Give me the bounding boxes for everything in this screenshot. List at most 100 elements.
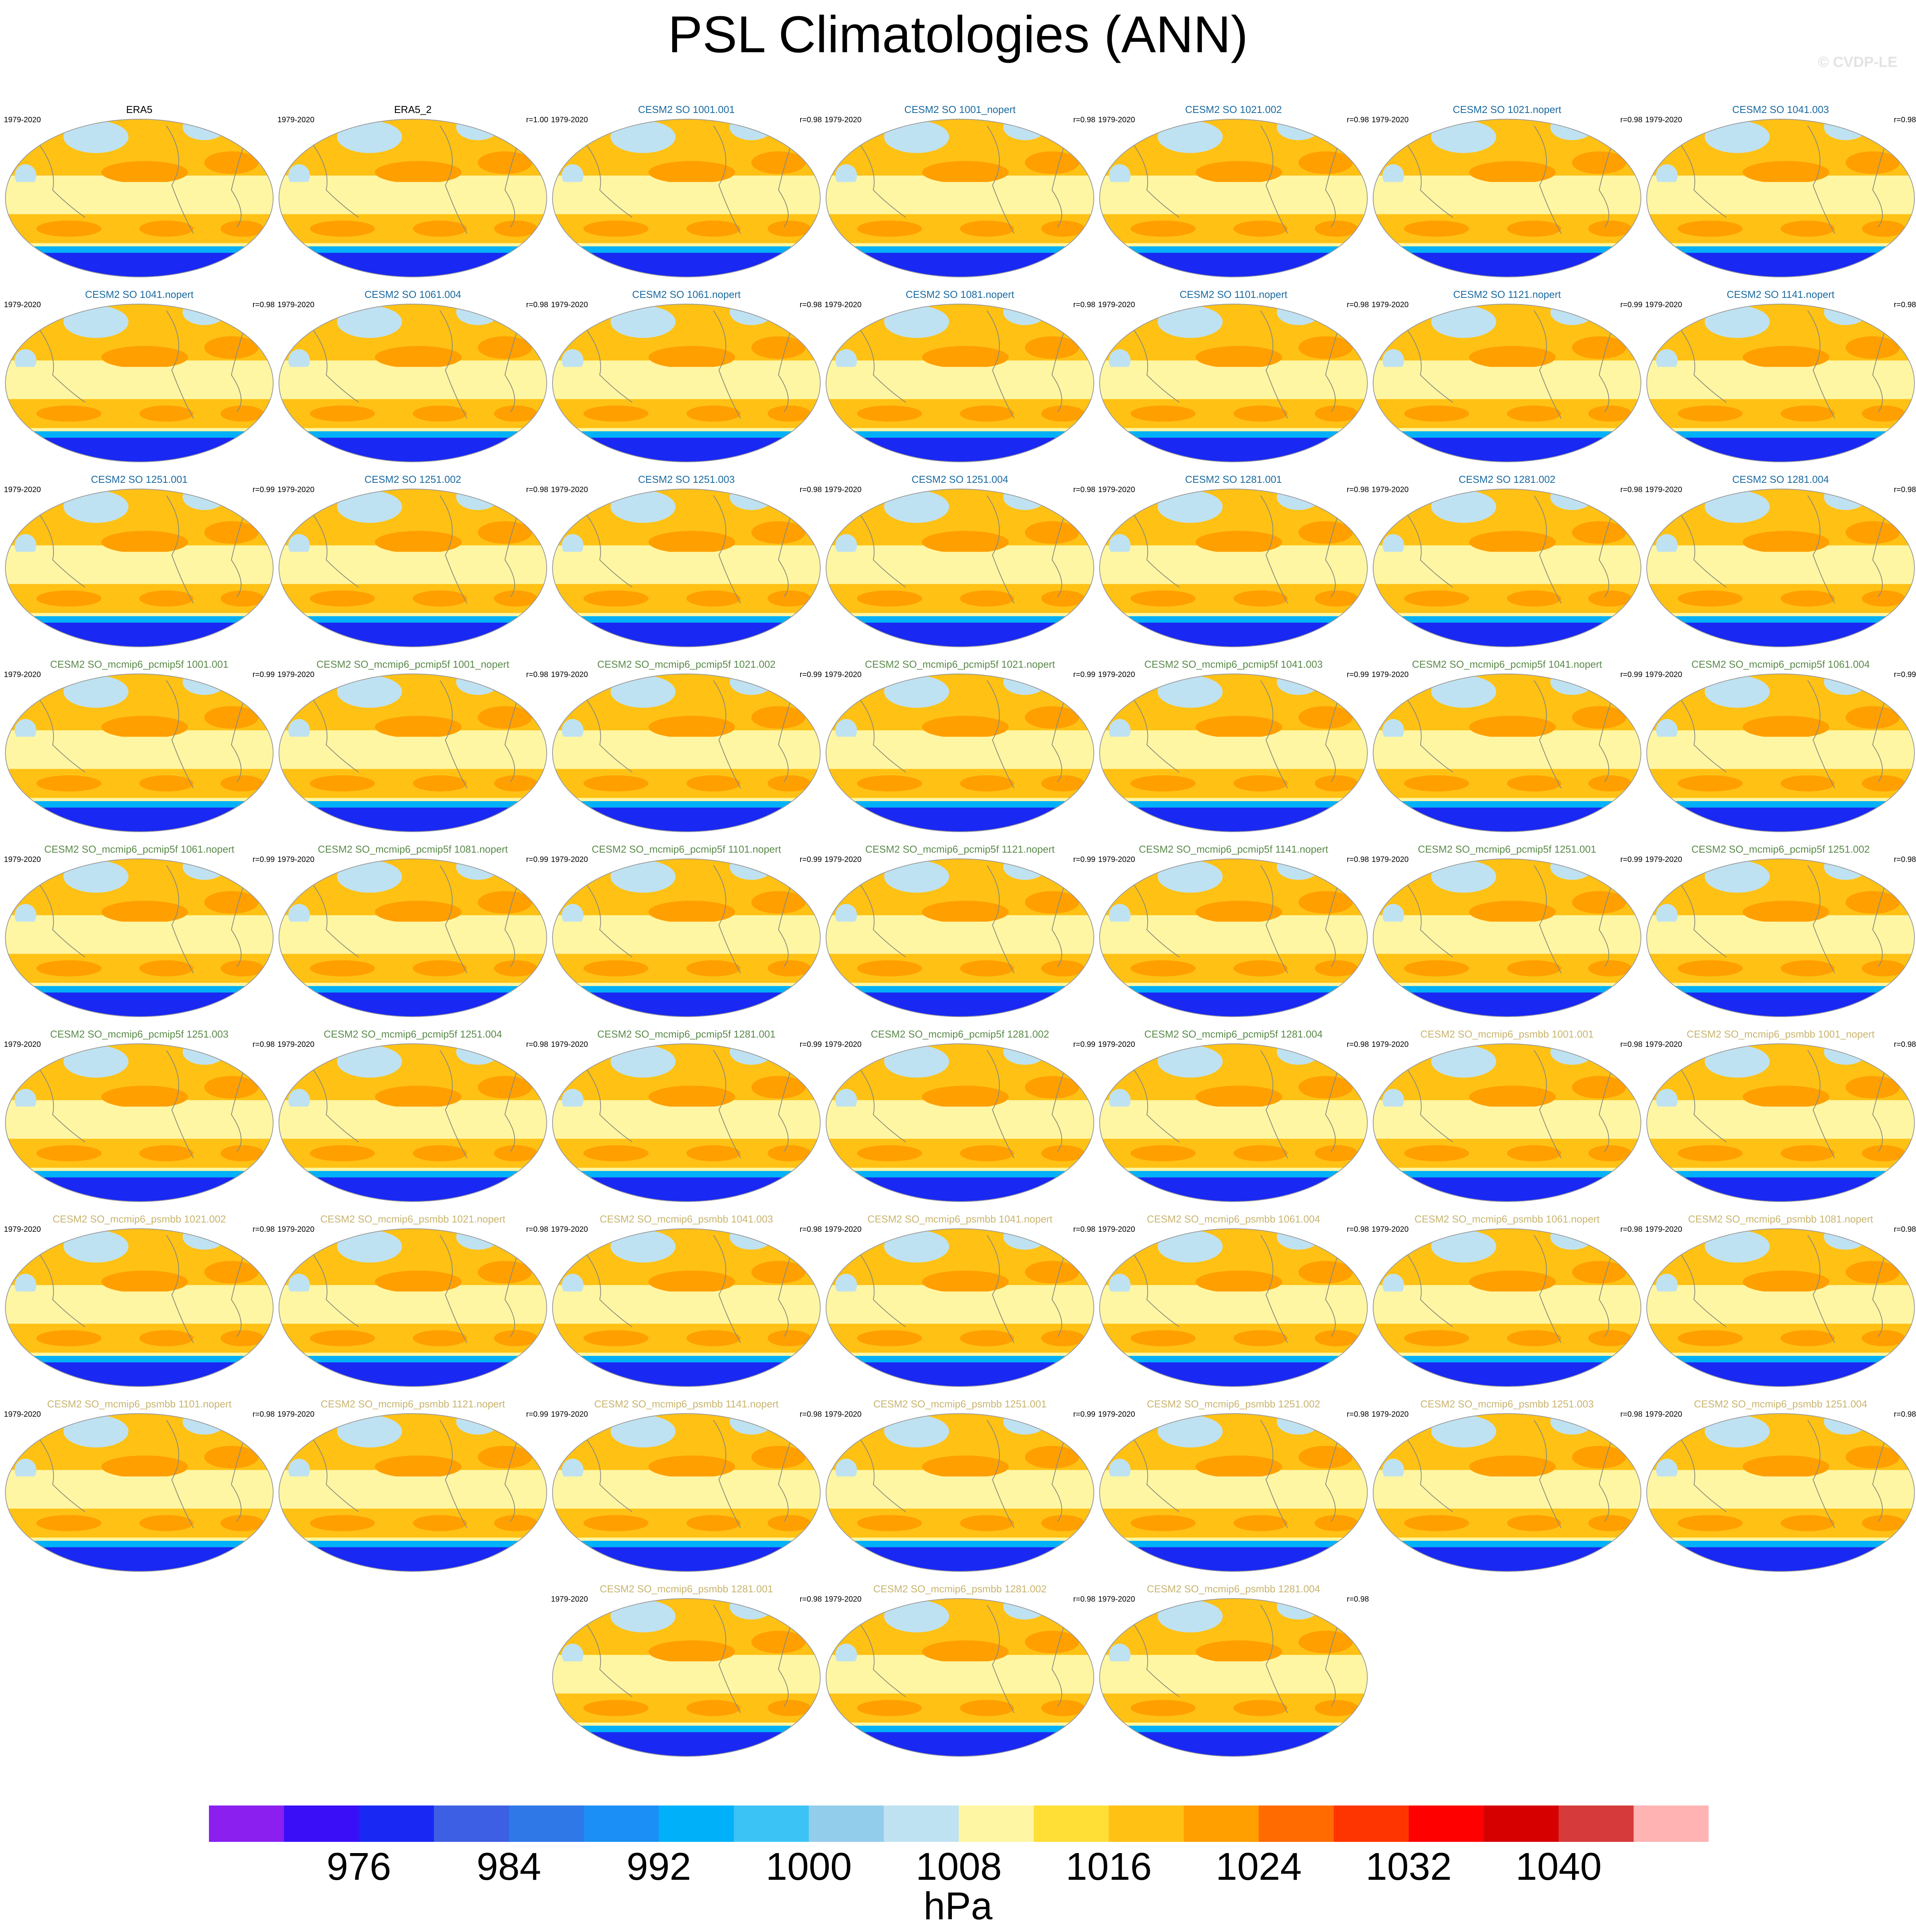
panel-correlation: r=0.99 xyxy=(799,1040,822,1049)
colorbar-segment xyxy=(884,1805,959,1842)
panel-correlation: r=0.98 xyxy=(526,1040,548,1049)
colorbar-segment xyxy=(1033,1805,1109,1842)
panel-title: CESM2 SO_mcmip6_pcmip5f 1251.004 xyxy=(323,1028,502,1040)
panel-correlation: r=0.98 xyxy=(799,1595,822,1604)
map-panel: CESM2 SO_mcmip6_psmbb 1251.002 1979-2020 r… xyxy=(1098,1398,1369,1576)
panel-correlation: r=0.98 xyxy=(1073,486,1095,494)
panel-years: 1979-2020 xyxy=(1098,486,1135,494)
psl-map xyxy=(1646,489,1915,647)
map-panel: CESM2 SO_mcmip6_psmbb 1061.nopert 1979-20… xyxy=(1372,1213,1642,1391)
credit-watermark: © CVDP-LE xyxy=(1818,54,1897,70)
panel-years: 1979-2020 xyxy=(825,301,862,309)
panel-years: 1979-2020 xyxy=(825,1040,862,1049)
panel-correlation: r=0.99 xyxy=(252,486,275,494)
colorbar-tick-label: 992 xyxy=(626,1845,691,1888)
map-panel: CESM2 SO_mcmip6_pcmip5f 1281.004 1979-202… xyxy=(1098,1028,1369,1206)
panel-title: CESM2 SO 1101.nopert xyxy=(1179,289,1288,300)
colorbar-segment xyxy=(284,1805,359,1842)
colorbar-segment xyxy=(659,1805,734,1842)
panel-title: CESM2 SO 1251.002 xyxy=(364,474,462,485)
colorbar-segment xyxy=(359,1805,434,1842)
panel-years: 1979-2020 xyxy=(825,670,862,679)
panel-years: 1979-2020 xyxy=(1098,855,1135,864)
map-panel: CESM2 SO_mcmip6_psmbb 1101.nopert 1979-20… xyxy=(4,1398,275,1576)
panel-years: 1979-2020 xyxy=(1098,1410,1135,1419)
map-panel: CESM2 SO_mcmip6_pcmip5f 1141.nopert 1979-… xyxy=(1098,843,1369,1021)
panel-title: CESM2 SO 1141.nopert xyxy=(1726,289,1835,300)
panel-correlation: r=0.98 xyxy=(799,1410,822,1419)
panel-title: CESM2 SO_mcmip6_psmbb 1021.002 xyxy=(52,1213,226,1225)
panel-years: 1979-2020 xyxy=(825,855,862,864)
psl-map xyxy=(279,674,547,832)
panel-title: CESM2 SO_mcmip6_pcmip5f 1101.nopert xyxy=(592,843,781,855)
psl-map xyxy=(1099,1413,1368,1572)
panel-title: CESM2 SO_mcmip6_pcmip5f 1021.nopert xyxy=(865,658,1055,670)
panel-correlation: r=0.98 xyxy=(252,1225,275,1234)
panel-correlation: r=0.99 xyxy=(1620,670,1642,679)
panel-years: 1979-2020 xyxy=(1372,1040,1409,1049)
panel-title: CESM2 SO_mcmip6_pcmip5f 1251.003 xyxy=(50,1028,229,1040)
panel-correlation: r=0.99 xyxy=(1073,855,1095,864)
panel-correlation: r=0.98 xyxy=(1894,486,1916,494)
panel-correlation: r=0.98 xyxy=(1346,116,1369,124)
psl-map xyxy=(826,1413,1094,1572)
psl-map xyxy=(5,489,274,647)
panel-title: CESM2 SO 1251.003 xyxy=(638,474,735,485)
panel-years: 1979-2020 xyxy=(1645,301,1682,309)
psl-map xyxy=(5,674,274,832)
psl-map xyxy=(552,674,821,832)
panel-title: CESM2 SO_mcmip6_psmbb 1041.nopert xyxy=(867,1213,1053,1225)
map-panel: CESM2 SO_mcmip6_psmbb 1001_nopert 1979-20… xyxy=(1645,1028,1916,1206)
map-panel: CESM2 SO_mcmip6_psmbb 1141.nopert 1979-20… xyxy=(551,1398,822,1576)
psl-map xyxy=(1646,119,1915,277)
panel-years: 1979-2020 xyxy=(1372,486,1409,494)
panel-years: 1979-2020 xyxy=(4,1225,41,1234)
panel-correlation: r=0.98 xyxy=(252,1040,275,1049)
panel-title: CESM2 SO 1021.nopert xyxy=(1452,104,1562,115)
panel-years: 1979-2020 xyxy=(277,486,315,494)
psl-map xyxy=(279,1413,547,1572)
map-panel: CESM2 SO 1041.003 1979-2020 r=0.98 xyxy=(1645,104,1916,282)
panel-title: CESM2 SO 1061.004 xyxy=(364,289,462,300)
panel-title: CESM2 SO_mcmip6_pcmip5f 1021.002 xyxy=(597,658,776,670)
colorbar-tick-label: 1000 xyxy=(766,1845,852,1888)
panel-title: CESM2 SO 1281.001 xyxy=(1185,474,1282,485)
psl-map xyxy=(1646,858,1915,1017)
psl-map xyxy=(1646,674,1915,832)
colorbar-segment xyxy=(959,1805,1034,1842)
panel-correlation: r=0.99 xyxy=(1073,670,1095,679)
panel-correlation: r=0.98 xyxy=(1346,301,1369,309)
map-panel: CESM2 SO 1251.003 1979-2020 r=0.98 xyxy=(551,474,822,651)
psl-map xyxy=(1373,1413,1641,1572)
colorbar-segment xyxy=(734,1805,809,1842)
colorbar xyxy=(209,1805,1709,1842)
colorbar-tick-label: 976 xyxy=(327,1845,392,1888)
panel-title: CESM2 SO_mcmip6_psmbb 1101.nopert xyxy=(47,1398,232,1410)
panel-years: 1979-2020 xyxy=(825,1595,862,1604)
psl-map xyxy=(552,1598,821,1757)
panel-correlation: r=0.98 xyxy=(1894,1410,1916,1419)
map-panel: CESM2 SO_mcmip6_pcmip5f 1061.004 1979-202… xyxy=(1645,658,1916,836)
panel-years: 1979-2020 xyxy=(825,486,862,494)
panel-title: CESM2 SO_mcmip6_psmbb 1041.003 xyxy=(599,1213,773,1225)
map-panel: CESM2 SO 1281.004 1979-2020 r=0.98 xyxy=(1645,474,1916,651)
panel-correlation: r=0.98 xyxy=(1620,116,1642,124)
panel-years: 1979-2020 xyxy=(1645,1225,1682,1234)
panel-title: CESM2 SO_mcmip6_pcmip5f 1001_nopert xyxy=(316,658,510,670)
panel-correlation: r=0.98 xyxy=(1620,1410,1642,1419)
panel-years: 1979-2020 xyxy=(277,116,315,124)
panel-correlation: r=0.99 xyxy=(1346,670,1369,679)
panel-title: CESM2 SO_mcmip6_pcmip5f 1251.001 xyxy=(1418,843,1596,855)
map-panel: CESM2 SO 1021.002 1979-2020 r=0.98 xyxy=(1098,104,1369,282)
panel-title: CESM2 SO 1121.nopert xyxy=(1453,289,1561,300)
colorbar-segment xyxy=(1558,1805,1634,1842)
panel-years: 1979-2020 xyxy=(1098,670,1135,679)
map-panel: CESM2 SO 1001.001 1979-2020 r=0.98 xyxy=(551,104,822,282)
colorbar-unit-label: hPa xyxy=(924,1884,992,1928)
panel-years: 1979-2020 xyxy=(4,1040,41,1049)
panel-title: CESM2 SO_mcmip6_pcmip5f 1251.002 xyxy=(1691,843,1870,855)
panel-correlation: r=0.98 xyxy=(1894,855,1916,864)
psl-map xyxy=(1373,119,1641,277)
colorbar-segment xyxy=(1483,1805,1559,1842)
panel-years: 1979-2020 xyxy=(1645,116,1682,124)
